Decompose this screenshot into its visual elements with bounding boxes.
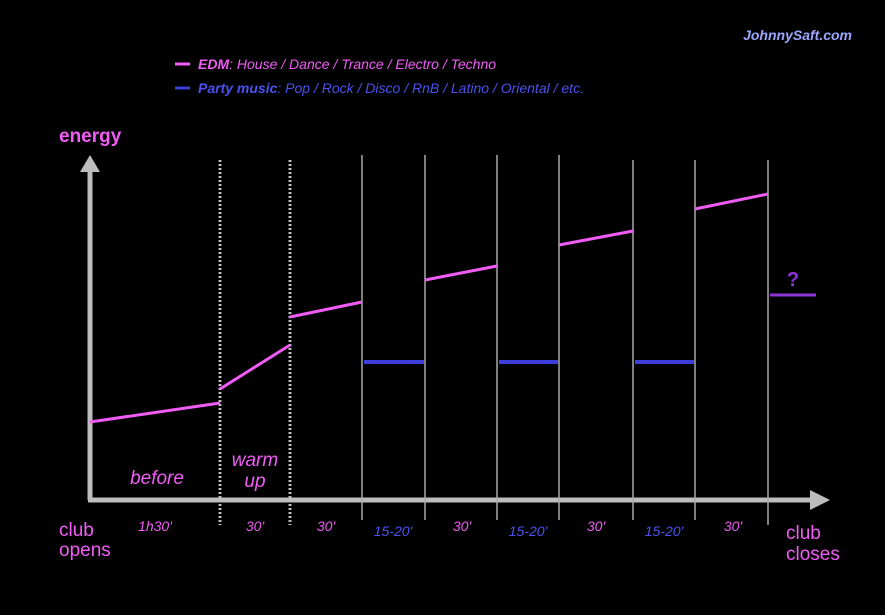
legend-party-name: Party music [198,80,278,96]
duration-label: 15-20' [509,523,549,539]
duration-label: 30' [246,518,266,534]
legend: EDM: House / Dance / Trance / Electro / … [175,56,584,96]
question-mark: ? [787,269,799,291]
edm-segment-3 [558,229,634,247]
segment-dividers [218,155,769,525]
duration-label: 30' [453,518,473,534]
duration-label: 1h30' [138,518,173,534]
x-axis-arrow [810,490,830,510]
duration-label: 30' [724,518,744,534]
edm-segment-before [89,401,221,424]
legend-edm-desc: : House / Dance / Trance / Electro / Tec… [229,56,496,72]
duration-labels: 1h30' 30' 30' 15-20' 30' 15-20' 30' 15-2… [138,518,743,539]
legend-party-text: Party music: Pop / Rock / Disco / RnB / … [198,80,584,96]
y-axis-arrow [80,155,100,172]
duration-label: 15-20' [645,523,685,539]
phase-before-label: before [130,468,184,489]
legend-edm-name: EDM [198,56,229,72]
legend-edm-text: EDM: House / Dance / Trance / Electro / … [198,56,496,72]
edm-segment-warmup [219,343,291,391]
duration-label: 15-20' [374,523,414,539]
watermark: JohnnySaft.com [743,27,852,43]
club-opens-label-line1: club [59,520,94,541]
edm-segment-2 [424,264,498,282]
club-closes-label-line2: closes [786,544,840,565]
club-opens-label-line2: opens [59,540,111,561]
duration-label: 30' [587,518,607,534]
axes [80,155,830,510]
legend-party-desc: : Pop / Rock / Disco / RnB / Latino / Or… [277,80,584,96]
edm-segment-1 [289,300,363,319]
club-closes-label-line1: club [786,523,821,544]
y-axis-label: energy [59,126,122,147]
duration-label: 30' [317,518,337,534]
edm-segment-4 [694,192,769,211]
edm-segments [89,192,769,424]
phase-warmup-label-line2: up [244,471,265,492]
phase-warmup-label-line1: warm [232,450,278,471]
